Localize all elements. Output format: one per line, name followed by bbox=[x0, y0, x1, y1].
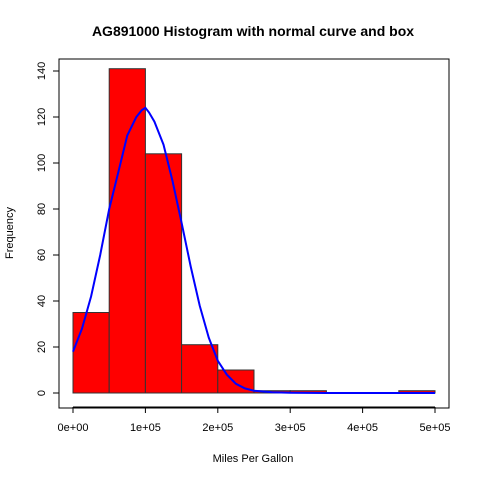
y-tick-label-3: 60 bbox=[36, 249, 48, 261]
normal-curve-line bbox=[72, 106, 435, 394]
y-axis: 0 20 40 60 80 100 120 140 bbox=[36, 62, 60, 396]
y-tick-label-2: 40 bbox=[36, 295, 48, 307]
histogram-bar-2 bbox=[144, 153, 183, 394]
x-tick-label-0: 0e+00 bbox=[58, 422, 89, 434]
x-tick-label-1: 1e+05 bbox=[130, 422, 161, 434]
x-tick-label-5: 5e+05 bbox=[420, 422, 451, 434]
x-tick-label-3: 3e+05 bbox=[275, 422, 306, 434]
y-tick-label-7: 140 bbox=[36, 62, 48, 80]
histogram-bar-1 bbox=[108, 68, 146, 394]
y-tick-label-6: 120 bbox=[36, 108, 48, 126]
chart-title: AG891000 Histogram with normal curve and… bbox=[92, 23, 414, 39]
x-axis: 0e+00 1e+05 2e+05 3e+05 4e+05 5e+05 bbox=[58, 406, 451, 434]
y-axis-label: Frequency bbox=[4, 207, 16, 259]
y-tick-label-0: 0 bbox=[36, 390, 48, 396]
y-tick-label-1: 20 bbox=[36, 341, 48, 353]
x-tick-label-2: 2e+05 bbox=[202, 422, 233, 434]
y-tick-label-4: 80 bbox=[36, 203, 48, 215]
bars-group bbox=[72, 68, 436, 394]
x-tick-label-4: 4e+05 bbox=[347, 422, 378, 434]
x-axis-label: Miles Per Gallon bbox=[213, 453, 294, 465]
histogram-bar-0 bbox=[72, 312, 110, 394]
y-tick-label-5: 100 bbox=[36, 154, 48, 172]
histogram-bar-3 bbox=[181, 344, 219, 394]
